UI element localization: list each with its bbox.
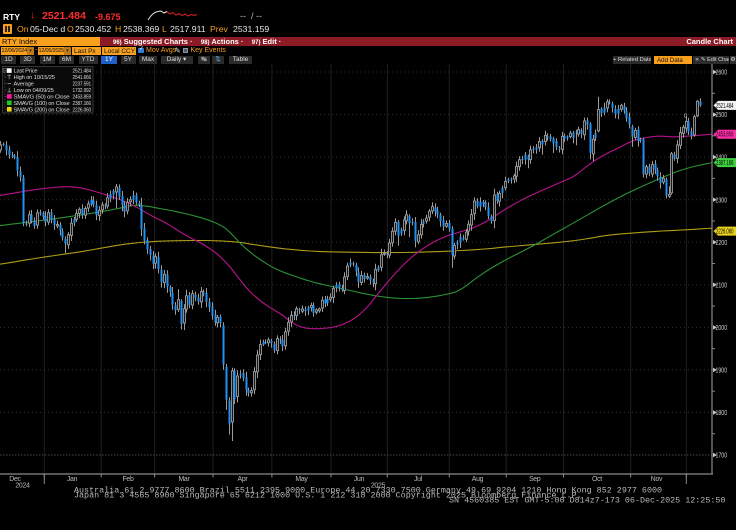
svg-text:SMAVG (100) on Close: SMAVG (100) on Close: [14, 101, 70, 107]
svg-text:1900: 1900: [716, 366, 728, 375]
svg-text:2024: 2024: [15, 483, 30, 490]
svg-text:Japan 81 3 4565 8900 Singap: Japan 81 3 4565 8900 Singapore 65 6212 1…: [74, 491, 582, 501]
svg-text:0: 0: [684, 114, 688, 120]
svg-text:2226.060: 2226.060: [716, 229, 733, 236]
svg-text:Jun: Jun: [354, 476, 365, 483]
svg-text:Oct: Oct: [592, 476, 602, 483]
svg-text:2500: 2500: [716, 110, 728, 119]
svg-text:2521.484: 2521.484: [73, 69, 92, 75]
svg-text:SMAVG (50) on Close: SMAVG (50) on Close: [14, 95, 70, 101]
svg-text:2000: 2000: [716, 323, 728, 332]
svg-text:2521.484: 2521.484: [716, 103, 733, 110]
svg-text:Jul: Jul: [414, 476, 423, 483]
svg-text:Sep: Sep: [529, 476, 541, 483]
svg-text:2387.166: 2387.166: [716, 160, 733, 167]
svg-text:Feb: Feb: [122, 476, 134, 483]
svg-text:1700: 1700: [716, 451, 728, 460]
svg-text:2541.666: 2541.666: [73, 75, 92, 81]
svg-text:2600: 2600: [716, 68, 728, 77]
svg-text:1800: 1800: [716, 408, 728, 417]
svg-text:2100: 2100: [716, 280, 728, 289]
svg-text:2300: 2300: [716, 195, 728, 204]
svg-text:2453.859: 2453.859: [73, 95, 92, 101]
svg-text:2387.166: 2387.166: [73, 101, 92, 107]
svg-text:2226.060: 2226.060: [73, 107, 92, 113]
svg-text:Low on 04/09/25: Low on 04/09/25: [14, 88, 54, 94]
svg-text:Average: Average: [14, 82, 34, 88]
svg-text:Last Price: Last Price: [14, 69, 38, 75]
svg-text:Jan: Jan: [67, 476, 78, 483]
svg-text:2237.591: 2237.591: [73, 82, 92, 88]
svg-text:2200: 2200: [716, 238, 728, 247]
svg-text:May: May: [295, 476, 308, 483]
svg-text:2453.859: 2453.859: [716, 132, 733, 139]
svg-text:2400: 2400: [716, 153, 728, 162]
svg-text:Nov: Nov: [651, 476, 663, 483]
svg-text:Apr: Apr: [238, 476, 249, 483]
svg-text:SMAVG (200) on Close: SMAVG (200) on Close: [14, 107, 70, 113]
svg-text:Mar: Mar: [178, 476, 190, 483]
svg-text:High on 10/15/25: High on 10/15/25: [14, 75, 55, 81]
svg-text:Australia 61 2 9777 8600 Brazi: Australia 61 2 9777 8600 Brazil 5511 239…: [74, 486, 662, 496]
svg-text:Aug: Aug: [472, 476, 484, 483]
svg-text:SN 4560385 EST GMT-5:00 D814z: SN 4560385 EST GMT-5:00 D814z7-173 06-De…: [449, 496, 725, 506]
svg-text:1732.992: 1732.992: [73, 88, 92, 94]
svg-text:2025: 2025: [371, 483, 386, 490]
svg-text:Dec: Dec: [9, 476, 21, 483]
